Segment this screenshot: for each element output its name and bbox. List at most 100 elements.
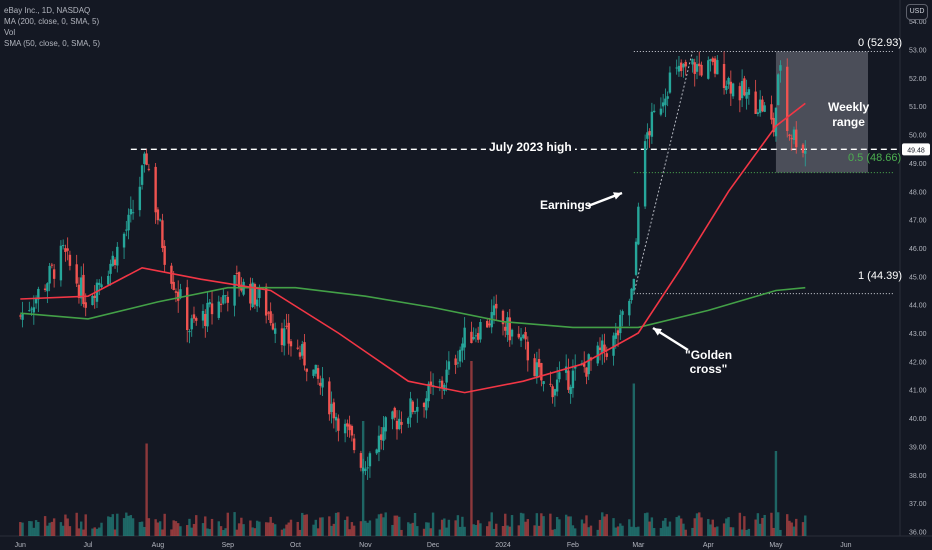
volume-bar: [343, 519, 347, 536]
volume-bar: [170, 529, 173, 536]
candle-body: [66, 248, 69, 251]
candle-body: [747, 89, 751, 95]
candle-body: [476, 333, 480, 340]
volume-bar: [440, 519, 444, 536]
volume-bar: [583, 523, 586, 536]
fib-level-1-label: 1 (44.39): [858, 270, 903, 282]
volume-bar: [107, 516, 110, 536]
candle-body: [506, 317, 509, 335]
volume-bar: [287, 522, 290, 536]
volume-bar: [643, 513, 647, 536]
candle-body: [492, 305, 496, 316]
volume-bar: [264, 522, 268, 536]
volume-bar: [700, 517, 703, 536]
volume-bar: [34, 520, 38, 536]
volume-bar: [249, 520, 252, 536]
candle-body: [217, 301, 220, 318]
candle-body: [91, 295, 94, 306]
volume-bar: [361, 421, 365, 536]
volume-bar: [614, 527, 617, 536]
earnings-arrow-head: [613, 192, 622, 200]
candle-body: [425, 398, 428, 411]
volume-bar: [458, 526, 462, 536]
x-tick-label: Feb: [567, 542, 579, 549]
volume-bar: [603, 516, 606, 536]
volume-bar: [253, 528, 257, 536]
volume-bar: [43, 516, 47, 536]
weekly-range-line2: range: [832, 115, 865, 129]
x-tick-label: Mar: [632, 542, 645, 549]
legend-ma200[interactable]: MA (200, close, 0, SMA, 5): [4, 17, 100, 26]
volume-bar: [698, 512, 701, 536]
legend-symbol[interactable]: eBay Inc., 1D, NASDAQ: [4, 6, 91, 15]
candle-body: [19, 315, 22, 317]
volume-bar: [786, 514, 789, 536]
volume-bar: [172, 520, 175, 536]
weekly-range-line1: Weekly: [828, 100, 870, 114]
volume-bar: [285, 524, 288, 536]
volume-bar: [506, 525, 509, 536]
candle-body: [772, 117, 775, 133]
volume-bar: [46, 525, 49, 536]
volume-bar: [677, 515, 681, 536]
candle-body: [328, 381, 331, 415]
candle-body: [429, 381, 433, 386]
candle-body: [668, 72, 672, 93]
volume-bar: [80, 521, 83, 536]
candle-body: [28, 310, 31, 312]
volume-bar: [725, 518, 728, 536]
volume-bar: [28, 521, 31, 536]
volume-bar: [646, 512, 649, 536]
volume-bar: [204, 516, 207, 536]
volume-bar: [474, 524, 478, 536]
candle-body: [377, 435, 381, 453]
y-tick-label: 37.00: [909, 501, 927, 508]
candle-body: [643, 141, 647, 207]
candle-body: [727, 77, 730, 85]
volume-bar: [21, 522, 24, 536]
fib-level-05-label: 0.5 (48.66): [848, 152, 902, 164]
candle-body: [571, 370, 575, 389]
volume-bar: [648, 521, 651, 536]
volume-bar: [186, 525, 189, 536]
volume-bar: [443, 518, 446, 536]
volume-bar: [52, 518, 56, 536]
candle-body: [380, 434, 383, 440]
volume-bar: [461, 516, 464, 536]
x-tick-label: Dec: [427, 542, 440, 549]
candle-body: [725, 85, 728, 91]
candle-body: [630, 288, 633, 301]
legend-sma50[interactable]: SMA (50, close, 0, SMA, 5): [4, 39, 101, 48]
volume-bar: [100, 522, 103, 536]
volume-bar: [235, 529, 239, 536]
y-tick-label: 46.00: [909, 246, 927, 253]
candle-body: [172, 281, 175, 290]
volume-bar: [589, 525, 593, 536]
x-tick-label: Nov: [359, 542, 372, 549]
volume-bar: [510, 515, 514, 536]
candle-body: [729, 81, 733, 94]
candle-body: [253, 284, 257, 305]
volume-bar: [745, 529, 748, 536]
volume-bar: [19, 522, 22, 536]
candle-body: [795, 129, 798, 148]
volume-bar: [289, 519, 293, 536]
volume-bar: [32, 527, 36, 536]
candle-body: [634, 241, 638, 275]
volume-bar: [413, 512, 417, 536]
volume-bar: [447, 519, 451, 536]
volume-bar: [479, 523, 482, 536]
legend-volume[interactable]: Vol: [4, 28, 16, 37]
candle-body: [621, 311, 624, 315]
volume-bar: [82, 529, 85, 536]
candle-body: [761, 99, 764, 112]
volume-bar: [269, 516, 272, 536]
candle-body: [80, 277, 83, 299]
candle-body: [517, 333, 520, 338]
sma50-line: [20, 102, 806, 394]
candle-body: [510, 329, 514, 337]
volume-bar: [127, 515, 130, 536]
currency-button[interactable]: USD: [906, 4, 928, 20]
volume-bar: [179, 526, 182, 536]
